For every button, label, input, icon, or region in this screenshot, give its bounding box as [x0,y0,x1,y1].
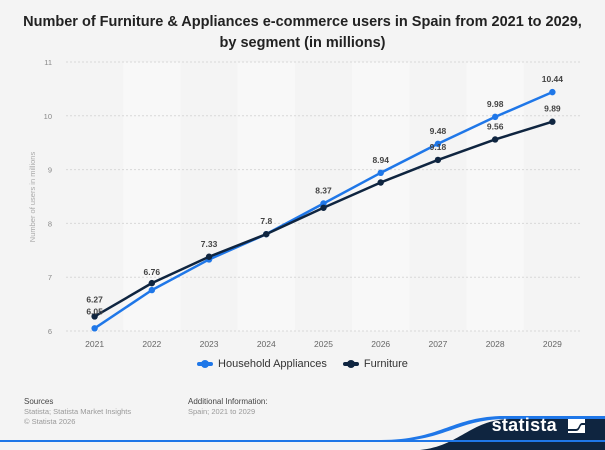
y-tick-label: 11 [44,58,52,67]
column-band [237,62,295,331]
x-tick-label: 2024 [257,339,276,349]
chart-title: Number of Furniture & Appliances e-comme… [0,12,605,54]
y-tick-label: 8 [48,219,52,228]
x-tick-label: 2028 [486,339,505,349]
data-point [205,253,213,260]
y-axis-label: Number of users in millions [28,152,37,243]
y-tick-label: 9 [48,166,52,175]
sources-block: Sources Statista; Statista Market Insigh… [24,397,131,427]
data-label: 9.98 [487,99,504,109]
x-tick-label: 2026 [371,339,390,349]
data-label: 8.94 [372,155,389,165]
data-point [91,325,98,332]
data-point [91,313,98,320]
data-point [549,88,556,96]
data-label: 6.76 [144,267,161,277]
legend-label: Furniture [363,358,408,370]
additional-info-block: Additional Information: Spain; 2021 to 2… [188,397,268,417]
data-label: 9.56 [487,121,504,131]
data-label: 6.05 [86,306,103,316]
legend-item-furniture[interactable]: Furniture [342,358,408,370]
data-point [491,136,499,143]
data-label: 9.89 [544,104,561,114]
column-band [352,62,410,331]
chart-title-line-2: by segment (in millions) [219,35,386,51]
data-point [263,230,270,238]
data-label: 10.44 [542,74,564,84]
legend-label: Household Appliances [218,358,327,370]
statista-logo-text[interactable]: statista [491,415,557,435]
y-tick-label: 7 [48,273,52,282]
x-tick-label: 2021 [85,339,104,349]
statista-logo-icon [568,419,585,433]
column-band [466,62,524,331]
sources-text[interactable]: Statista; Statista Market Insights [24,407,132,416]
y-tick-label: 6 [48,327,52,336]
chart-title-line-1: Number of Furniture & Appliances e-comme… [23,14,582,30]
data-label: 7.8 [260,216,272,226]
brand-footer-bar [0,416,605,450]
x-tick-label: 2023 [200,339,219,349]
legend-item-household-appliances[interactable]: Household Appliances [197,358,327,370]
additional-info-text: Spain; 2021 to 2029 [188,407,256,416]
additional-info-heading: Additional Information: [188,397,268,406]
copyright-text: © Statista 2026 [24,417,76,426]
data-label: 7.33 [201,239,218,249]
data-point [148,286,156,294]
sources-heading: Sources [24,397,54,406]
legend-swatch-icon [197,359,214,368]
data-point [377,169,384,177]
x-tick-label: 2022 [142,339,161,349]
data-point [434,156,442,164]
data-label: 9.18 [430,142,447,152]
legend-swatch-icon [342,359,359,368]
data-point [549,118,556,125]
data-point [377,179,384,186]
data-label: 9.48 [430,126,447,136]
data-point [491,113,499,121]
x-tick-label: 2029 [543,339,562,349]
data-label: 8.37 [315,185,332,195]
data-point [148,279,156,287]
data-point [434,140,442,147]
data-point [320,204,327,211]
legend: Household Appliances Furniture [0,358,605,370]
y-tick-label: 10 [44,112,52,121]
data-label: 6.27 [86,294,103,304]
x-tick-label: 2027 [428,339,447,349]
x-tick-label: 2025 [314,339,333,349]
